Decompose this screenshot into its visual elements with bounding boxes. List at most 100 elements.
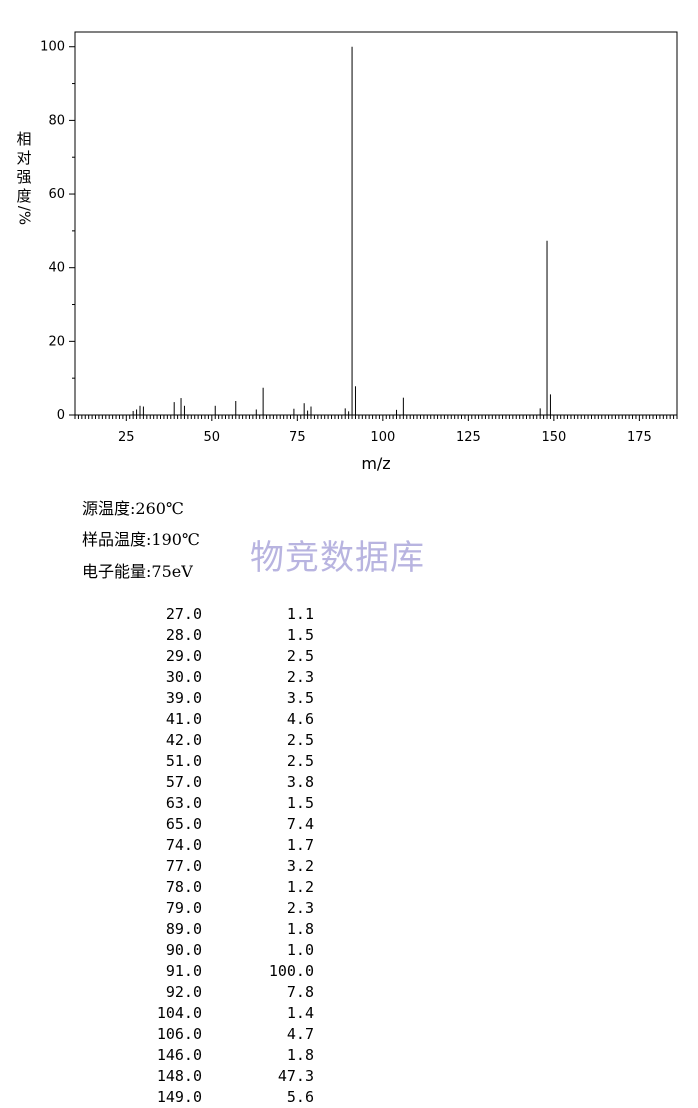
peak-intensity: 1.7 xyxy=(286,836,314,854)
peak-mz: 39.0 xyxy=(165,689,202,707)
peak-mz: 63.0 xyxy=(165,794,202,812)
peak-intensity: 1.2 xyxy=(286,878,314,896)
peak-intensity: 100.0 xyxy=(268,962,314,980)
peak-mz: 78.0 xyxy=(165,878,202,896)
peak-intensity: 2.5 xyxy=(286,731,314,749)
peak-row: 57.0 3.8 xyxy=(130,772,314,793)
peak-intensity: 2.5 xyxy=(286,647,314,665)
peak-row: 78.0 1.2 xyxy=(130,877,314,898)
peak-mz: 146.0 xyxy=(156,1046,202,1064)
peak-mz: 65.0 xyxy=(165,815,202,833)
peak-row: 148.0 47.3 xyxy=(130,1066,314,1087)
peak-row: 51.0 2.5 xyxy=(130,751,314,772)
peak-intensity: 3.8 xyxy=(286,773,314,791)
peak-intensity: 4.7 xyxy=(286,1025,314,1043)
peak-mz: 74.0 xyxy=(165,836,202,854)
electron-energy: 电子能量:75eV xyxy=(82,562,193,581)
peak-intensity: 1.4 xyxy=(286,1004,314,1022)
peak-mz: 79.0 xyxy=(165,899,202,917)
peak-mz: 57.0 xyxy=(165,773,202,791)
x-tick-label: 125 xyxy=(456,430,481,445)
peak-row: 146.0 1.8 xyxy=(130,1045,314,1066)
peak-row: 77.0 3.2 xyxy=(130,856,314,877)
chart-peaks xyxy=(132,46,551,415)
y-axis-label: 相 对 强 度 /% xyxy=(14,130,34,225)
y-tick-label: 80 xyxy=(48,113,65,128)
watermark: 物竞数据库 xyxy=(250,538,425,578)
peak-mz: 29.0 xyxy=(165,647,202,665)
peak-row: 39.0 3.5 xyxy=(130,688,314,709)
chart-axes xyxy=(74,31,678,416)
x-tick-label: 75 xyxy=(289,430,306,445)
x-axis-label: m/z xyxy=(361,454,390,473)
peak-row: 65.0 7.4 xyxy=(130,814,314,835)
x-tick-label: 50 xyxy=(204,430,221,445)
peak-mz: 104.0 xyxy=(156,1004,202,1022)
y-tick-label: 0 xyxy=(57,408,65,423)
peak-intensity: 2.3 xyxy=(286,668,314,686)
y-axis-label-char: 相 xyxy=(16,130,32,148)
peak-intensity: 5.6 xyxy=(286,1088,314,1106)
peak-intensity: 7.4 xyxy=(286,815,314,833)
peak-mz: 149.0 xyxy=(156,1088,202,1106)
peak-mz: 148.0 xyxy=(156,1067,202,1085)
peak-row: 90.0 1.0 xyxy=(130,940,314,961)
peak-intensity: 4.6 xyxy=(286,710,314,728)
peak-row: 63.0 1.5 xyxy=(130,793,314,814)
peak-row: 74.0 1.7 xyxy=(130,835,314,856)
peak-intensity: 2.3 xyxy=(286,899,314,917)
y-tick-label: 40 xyxy=(48,261,65,276)
peak-row: 92.0 7.8 xyxy=(130,982,314,1003)
peak-row: 89.0 1.8 xyxy=(130,919,314,940)
sample-temperature: 样品温度:190℃ xyxy=(82,530,200,549)
x-tick-label: 25 xyxy=(118,430,135,445)
peak-intensity: 1.5 xyxy=(286,794,314,812)
plot-frame xyxy=(74,31,678,416)
y-tick-label: 60 xyxy=(48,187,65,202)
peak-mz: 42.0 xyxy=(165,731,202,749)
x-tick-label: 100 xyxy=(370,430,395,445)
peak-row: 28.0 1.5 xyxy=(130,625,314,646)
peak-row: 91.0 100.0 xyxy=(130,961,314,982)
peak-row: 27.0 1.1 xyxy=(130,604,314,625)
peak-mz: 77.0 xyxy=(165,857,202,875)
peak-mz: 89.0 xyxy=(165,920,202,938)
chart-ticks: 25 50 75 100 125 150 175 0 20 40 60 80 100 xyxy=(40,40,678,445)
peak-intensity: 3.5 xyxy=(286,689,314,707)
peak-mz: 106.0 xyxy=(156,1025,202,1043)
peak-row: 41.0 4.6 xyxy=(130,709,314,730)
peak-row: 106.0 4.7 xyxy=(130,1024,314,1045)
peak-intensity: 47.3 xyxy=(277,1067,314,1085)
peak-intensity: 7.8 xyxy=(286,983,314,1001)
y-axis-label-char: 对 xyxy=(16,149,32,167)
peak-row: 42.0 2.5 xyxy=(130,730,314,751)
peak-intensity: 1.8 xyxy=(286,920,314,938)
y-axis-label-char: 强 xyxy=(16,168,32,186)
x-tick-label: 150 xyxy=(541,430,566,445)
y-tick-label: 100 xyxy=(40,40,65,55)
peak-row: 30.0 2.3 xyxy=(130,667,314,688)
y-axis-label-char: 度 xyxy=(16,187,32,205)
peak-mz: 41.0 xyxy=(165,710,202,728)
peak-intensity: 2.5 xyxy=(286,752,314,770)
peak-mz: 51.0 xyxy=(165,752,202,770)
source-temperature: 源温度:260℃ xyxy=(82,499,184,518)
peak-mz: 27.0 xyxy=(165,605,202,623)
peak-intensity: 3.2 xyxy=(286,857,314,875)
peak-table: 27.0 1.1 28.0 1.5 29.0 2.5 30.0 2.3 39.0 3.5 41.0 4… xyxy=(130,604,314,1108)
peak-mz: 92.0 xyxy=(165,983,202,1001)
peak-row: 104.0 1.4 xyxy=(130,1003,314,1024)
peak-intensity: 1.0 xyxy=(286,941,314,959)
peak-mz: 28.0 xyxy=(165,626,202,644)
x-tick-label: 175 xyxy=(627,430,652,445)
peak-mz: 30.0 xyxy=(165,668,202,686)
peak-intensity: 1.8 xyxy=(286,1046,314,1064)
mass-spectrum-chart: 25 50 75 100 125 150 175 0 20 40 60 80 100 m/z xyxy=(40,31,678,473)
peak-row: 79.0 2.3 xyxy=(130,898,314,919)
peak-row: 29.0 2.5 xyxy=(130,646,314,667)
peak-row: 149.0 5.6 xyxy=(130,1087,314,1108)
peak-mz: 90.0 xyxy=(165,941,202,959)
peak-intensity: 1.1 xyxy=(286,605,314,623)
y-axis-label-char: /% xyxy=(15,205,34,226)
y-tick-label: 20 xyxy=(48,334,65,349)
